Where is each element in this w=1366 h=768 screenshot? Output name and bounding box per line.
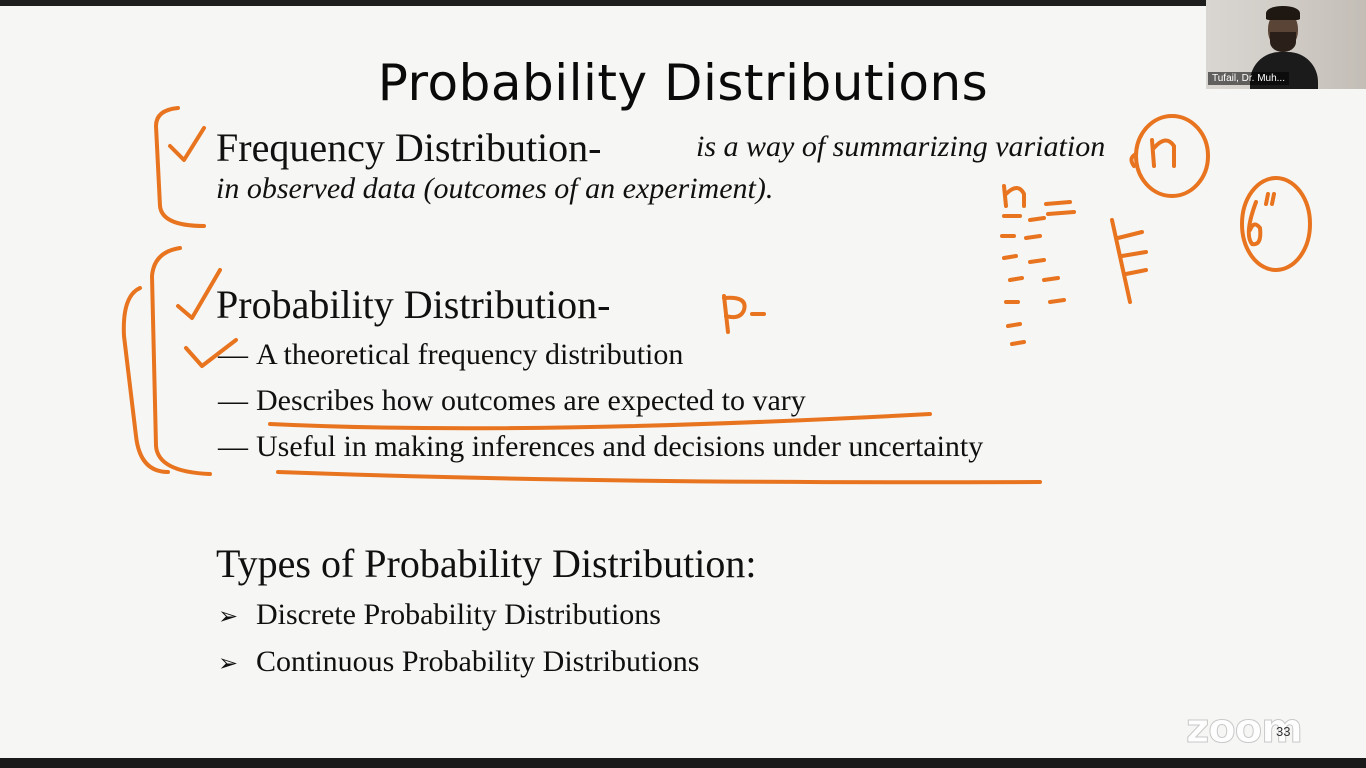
ink-bracket [150,246,212,476]
ink-bracket [121,286,170,474]
participant-beard [1270,32,1296,52]
bottom-bar [0,758,1366,768]
types-item: Discrete Probability Distributions [256,598,661,631]
frequency-heading: Frequency Distribution- [216,125,602,170]
zoom-logo: zoom [1186,706,1304,753]
types-item: Continuous Probability Distributions [256,645,700,678]
ink-quote-marks [1264,192,1276,206]
ink-letter-6 [1246,200,1263,247]
bullet-item: Describes how outcomes are expected to v… [256,384,806,417]
arrow-bullet-icon: ➢ [218,651,239,677]
ink-letter-n [1150,138,1176,168]
frequency-definition-line2: in observed data (outcomes of an experim… [216,172,774,205]
ink-circle [1240,176,1312,272]
arrow-bullet-icon: ➢ [218,604,239,630]
ink-stroke [1129,152,1138,168]
ink-checkmark [176,268,222,320]
ink-bracket [154,106,206,228]
slide-title: Probability Distributions [377,54,989,112]
ink-underline [268,412,932,431]
ink-underline [276,470,1042,485]
types-heading: Types of Probability Distribution: [216,541,757,586]
ink-annotations-layer [121,106,1312,485]
ink-checkmark [168,126,206,162]
slide-number: 33 [1276,724,1291,739]
bullet-item: Useful in making inferences and decision… [256,430,984,463]
bullet-dash: — [218,384,248,417]
top-bar [0,0,1366,6]
frequency-definition-line1: is a way of summarizing variation [696,130,1106,163]
participant-name-label: Tufail, Dr. Muh... [1208,72,1289,85]
bullet-item: A theoretical frequency distribution [256,338,684,371]
bullet-dash: — [218,430,248,463]
participant-video-tile[interactable]: Tufail, Dr. Muh... [1206,0,1366,89]
ink-checkmark [184,338,238,368]
ink-p-bowl [722,295,747,320]
participant-hair [1266,6,1300,20]
ink-symbol [1110,218,1148,304]
ink-dashes [1000,214,1066,346]
ink-equals [1044,200,1076,216]
ink-p-stem [722,294,730,334]
shared-slide: Probability Distributions Frequency Dist… [0,6,1366,758]
ink-letter-n [1002,184,1026,208]
probability-heading: Probability Distribution- [216,282,611,327]
